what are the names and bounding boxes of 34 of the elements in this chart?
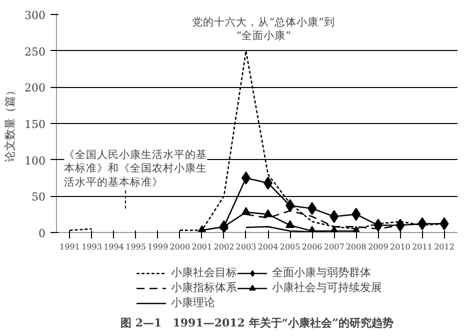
annotation: 党的十六大，从“总体小康”到“全面小康” <box>192 15 335 42</box>
x-tick-label: 2004 <box>258 242 278 252</box>
x-tick-label: 2005 <box>280 242 300 252</box>
x-tick-label: 1994 <box>104 242 124 252</box>
x-tick-label: 2001 <box>192 242 212 252</box>
text: 图 2—1 1991—2012 年关于“小康社会”的研究趋势 <box>120 316 394 330</box>
legend-label: 小康社会目标 <box>171 265 237 280</box>
x-tick-label: 2002 <box>214 242 234 252</box>
legend-label: 小康社会与可持续发展 <box>272 280 382 295</box>
y-axis-title: 论文数量（篇） <box>4 85 17 162</box>
legend-label: 全面小康与弱势群体 <box>272 265 371 280</box>
y-tick-label: 100 <box>24 154 46 168</box>
x-tick-label: 1999 <box>148 242 168 252</box>
x-tick-label: 2010 <box>390 242 410 252</box>
x-tick-label: 1995 <box>126 242 146 252</box>
y-tick-label: 50 <box>32 190 46 204</box>
y-tick-label: 150 <box>24 118 46 131</box>
x-tick-label: 2012 <box>434 242 454 252</box>
x-tick-label: 2003 <box>236 242 256 252</box>
y-tick-label: 250 <box>24 45 46 58</box>
x-tick-label: 2007 <box>324 242 344 252</box>
x-tick-label: 2008 <box>346 242 366 252</box>
legend-label: 小康指标体系 <box>171 280 237 295</box>
x-tick-label: 1993 <box>82 242 102 252</box>
y-tick-label: 300 <box>24 9 46 22</box>
x-tick-label: 2011 <box>412 242 432 252</box>
y-tick-label: 0 <box>38 227 46 240</box>
x-tick-label: 1991 <box>60 242 80 252</box>
x-tick-label: 2009 <box>368 242 388 252</box>
y-tick-label: 200 <box>24 82 46 95</box>
annotation: 《全国人民小康生活水平的基本标准》和《全国农村小康生活水平的基本标准》 <box>64 148 208 188</box>
legend-label: 小康理论 <box>171 295 215 310</box>
x-tick-label: 2000 <box>170 242 190 252</box>
x-tick-label: 2006 <box>302 242 322 252</box>
